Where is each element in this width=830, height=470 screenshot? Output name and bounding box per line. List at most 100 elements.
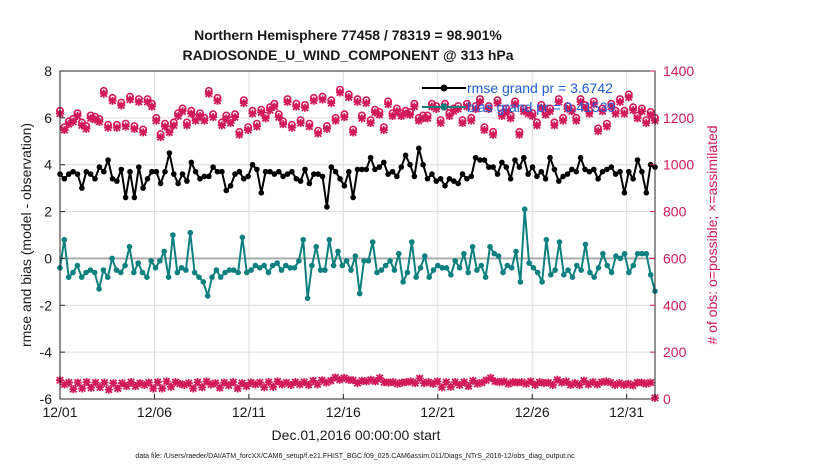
obs-assimilated-marker-103	[513, 378, 522, 387]
obs-possible-x-marker-54	[292, 102, 301, 111]
x-tick-label-6: 12/31	[609, 404, 644, 420]
obs-possible-x-marker-57	[305, 122, 314, 131]
bias-point-122	[587, 269, 593, 276]
obs-possible-x-marker-32	[196, 111, 204, 120]
bias-point-78	[396, 250, 402, 257]
bias-point-63	[330, 262, 337, 269]
rmse-point-26	[171, 171, 177, 177]
bias-point-72	[369, 239, 376, 245]
obs-assimilated-marker-69	[362, 377, 371, 386]
obs-possible-x-marker-60	[318, 95, 327, 104]
x-tick-label-1: 12/06	[137, 404, 172, 420]
obs-assimilated-marker-90	[455, 380, 464, 389]
obs-assimilated-marker-31	[193, 378, 202, 387]
rmse-point-91	[455, 180, 461, 187]
obs-possible-x-marker-39	[226, 119, 235, 128]
obs-assimilated-marker-19	[140, 380, 149, 389]
y2-tick-label-6: 1200	[663, 110, 694, 126]
obs-possible-x-marker-105	[515, 130, 524, 139]
bias-point-121	[582, 241, 589, 248]
bias-point-45	[252, 262, 259, 269]
rmse-point-90	[451, 178, 457, 184]
bias-point-53	[287, 265, 294, 271]
y2-axis-label: # of obs: o=possible; ×=assimilated	[704, 125, 720, 344]
bias-point-1	[61, 236, 68, 243]
bias-point-123	[591, 274, 597, 281]
obs-possible-x-marker-112	[546, 107, 554, 116]
obs-possible-x-marker-17	[130, 124, 139, 133]
bias-point-4	[74, 262, 81, 269]
obs-possible-x-marker-20	[143, 97, 152, 106]
obs-possible-x-marker-92	[458, 119, 467, 128]
bias-point-106	[517, 279, 524, 285]
obs-assimilated-marker-41	[238, 379, 247, 388]
obs-assimilated-marker-91	[460, 378, 469, 387]
obs-possible-x-marker-90	[449, 107, 458, 116]
obs-assimilated-marker-65	[344, 375, 353, 384]
rmse-point-119	[577, 154, 584, 161]
obs-assimilated-marker-64	[340, 373, 349, 382]
obs-assimilated-marker-52	[286, 380, 295, 389]
bias-point-100	[491, 250, 498, 257]
obs-possible-x-marker-55	[296, 119, 305, 128]
obs-possible-x-marker-61	[322, 124, 331, 133]
bias-point-54	[291, 265, 298, 271]
obs-assimilated-marker-9	[95, 383, 104, 392]
obs-possible-x-marker-84	[423, 114, 432, 123]
obs-possible-x-marker-77	[392, 107, 401, 116]
obs-assimilated-marker-71	[371, 377, 380, 386]
obs-possible-x-marker-67	[349, 128, 358, 137]
obs-possible-x-marker-43	[244, 126, 253, 135]
obs-possible-x-marker-23	[156, 133, 165, 142]
obs-possible-x-marker-58	[309, 96, 318, 105]
bias-point-91	[452, 258, 459, 264]
bias-point-75	[382, 262, 389, 269]
rmse-point-92	[459, 171, 466, 177]
obs-assimilated-marker-34	[206, 380, 215, 389]
obs-possible-x-marker-101	[497, 111, 506, 120]
obs-assimilated-marker-50	[278, 380, 287, 389]
y-tick-label-1: -4	[40, 344, 53, 360]
rmse-point-133	[639, 168, 645, 175]
bias-point-5	[78, 274, 85, 281]
y2-tick-label-5: 1000	[663, 157, 694, 173]
rmse-point-113	[551, 166, 558, 173]
obs-assimilated-marker-70	[366, 375, 375, 384]
bias-point-12	[109, 255, 115, 262]
obs-possible-x-marker-16	[126, 95, 134, 104]
obs-possible-x-marker-37	[217, 121, 226, 130]
obs-assimilated-marker-72	[375, 373, 384, 382]
rmse-point-93	[464, 176, 470, 182]
obs-assimilated-marker-63	[335, 375, 344, 384]
obs-assimilated-marker-116	[571, 379, 580, 388]
chart-title: Northern Hemisphere 77458 / 78319 = 98.9…	[194, 27, 502, 43]
bias-point-99	[487, 243, 493, 250]
rmse-point-46	[258, 190, 265, 196]
obs-possible-x-marker-26	[169, 121, 178, 130]
obs-assimilated-marker-61	[326, 376, 335, 385]
rmse-point-7	[87, 171, 94, 177]
bias-point-14	[118, 269, 124, 276]
rmse-point-105	[516, 164, 523, 170]
obs-assimilated-marker-39	[229, 378, 238, 387]
rmse-point-25	[166, 150, 173, 156]
obs-assimilated-marker-119	[584, 380, 593, 389]
obs-assimilated-marker-67	[353, 379, 362, 388]
bias-point-131	[626, 269, 632, 276]
obs-possible-x-marker-19	[139, 128, 148, 137]
obs-assimilated-marker-92	[464, 382, 473, 391]
obs-possible-x-marker-45	[252, 122, 261, 131]
obs-assimilated-marker-113	[557, 378, 566, 387]
bias-point-81	[409, 239, 415, 245]
bias-point-79	[400, 279, 406, 285]
obs-assimilated-marker-110	[544, 378, 553, 387]
bias-point-120	[578, 267, 584, 273]
rmse-point-56	[302, 166, 308, 173]
obs-assimilated-marker-80	[411, 379, 420, 388]
obs-assimilated-marker-14	[118, 379, 127, 388]
rmse-point-15	[122, 194, 129, 201]
obs-possible-x-marker-41	[235, 130, 244, 139]
obs-possible-x-marker-91	[454, 104, 463, 113]
obs-assimilated-marker-29	[184, 379, 193, 388]
obs-assimilated-marker-4	[73, 378, 82, 387]
